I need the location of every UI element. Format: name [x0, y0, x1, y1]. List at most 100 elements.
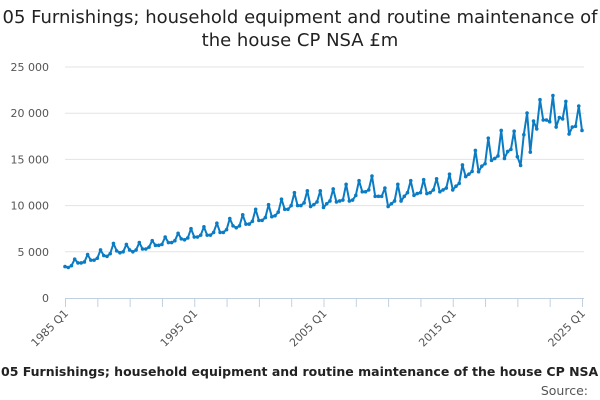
data-point [224, 227, 229, 232]
data-point [218, 230, 222, 235]
data-point [260, 218, 264, 223]
data-point [127, 248, 132, 252]
data-point [250, 219, 255, 224]
data-point [570, 125, 575, 129]
data-point [66, 265, 71, 270]
y-tick-label: 20 000 [11, 107, 50, 120]
data-point [176, 231, 180, 236]
data-point [266, 202, 271, 207]
data-point [111, 241, 116, 246]
data-point [263, 215, 268, 220]
series-line [64, 94, 583, 269]
data-point [428, 190, 432, 195]
data-point [489, 158, 494, 163]
data-point [438, 189, 442, 194]
data-point [415, 191, 420, 196]
data-point [208, 233, 213, 237]
data-point [312, 202, 316, 207]
data-point [457, 181, 462, 186]
y-axis: 0 5 000 10 000 15 000 20 000 25 000 [11, 61, 50, 305]
data-point [421, 177, 426, 182]
data-point [350, 198, 355, 202]
data-point [244, 222, 248, 226]
data-point [496, 154, 500, 158]
data-point [202, 225, 206, 229]
data-point [450, 188, 455, 192]
data-point [328, 199, 332, 203]
series [63, 93, 584, 270]
data-point [509, 147, 513, 152]
data-point [318, 189, 323, 193]
data-point [85, 252, 90, 257]
data-point [198, 233, 203, 237]
data-point [221, 230, 226, 235]
data-point [576, 104, 581, 108]
data-point [185, 236, 190, 240]
data-point [525, 111, 529, 115]
data-point [544, 118, 549, 122]
data-point [234, 225, 239, 230]
data-point [286, 207, 290, 212]
data-point [257, 218, 261, 223]
x-tick-label: 1985 Q1 [29, 307, 72, 350]
data-point [522, 132, 526, 137]
data-point [173, 238, 177, 243]
data-point [551, 93, 555, 98]
data-point [108, 251, 113, 256]
data-point [231, 224, 235, 228]
chart-title: 05 Furnishings; household equipment and … [2, 7, 598, 51]
data-point [392, 199, 397, 203]
data-point [192, 235, 197, 239]
data-point [270, 214, 274, 219]
data-point [143, 247, 148, 251]
source-label: Source: [540, 383, 588, 398]
data-point [354, 193, 358, 198]
data-point [337, 199, 342, 203]
data-point [331, 187, 335, 191]
y-tick-label: 25 000 [11, 61, 50, 74]
data-point [247, 222, 251, 226]
data-point [305, 189, 310, 193]
data-point [237, 224, 242, 228]
x-tick-label: 2005 Q1 [287, 307, 330, 350]
y-tick-label: 0 [42, 292, 49, 305]
data-point [147, 245, 151, 249]
data-point [341, 198, 345, 202]
data-point [505, 149, 510, 154]
data-point [302, 201, 306, 205]
data-point [405, 190, 410, 195]
gridlines [65, 66, 584, 253]
data-point [547, 119, 552, 124]
data-point [554, 125, 558, 129]
data-point [295, 203, 300, 208]
data-point [169, 240, 174, 245]
data-point [370, 174, 374, 178]
data-point [334, 200, 339, 204]
y-tick-label: 10 000 [11, 200, 50, 213]
data-point [476, 169, 481, 174]
data-point [134, 248, 138, 252]
data-point [386, 204, 390, 209]
data-point [131, 250, 135, 254]
x-axis: 1985 Q1 1995 Q1 2005 Q1 2015 Q1 2025 Q1 [29, 298, 589, 350]
x-tick-label: 2025 Q1 [546, 307, 589, 350]
data-point [292, 190, 297, 195]
y-tick-label: 15 000 [11, 153, 50, 166]
data-point [211, 230, 216, 235]
y-tick-label: 5 000 [18, 246, 50, 259]
data-point [153, 243, 158, 248]
data-point [512, 129, 516, 134]
data-point [425, 191, 429, 196]
data-point [189, 226, 193, 231]
data-point [441, 188, 445, 192]
data-point [363, 189, 368, 194]
data-point [480, 164, 484, 168]
data-point [418, 190, 423, 195]
data-point [564, 99, 568, 104]
data-point [299, 203, 303, 208]
data-point [347, 199, 352, 203]
data-point [156, 243, 161, 248]
data-point [383, 186, 387, 190]
data-point [118, 250, 122, 255]
